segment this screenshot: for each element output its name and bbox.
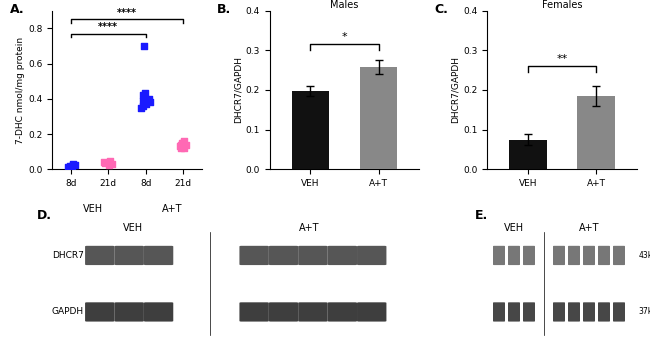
Text: VEH: VEH bbox=[504, 223, 524, 233]
FancyBboxPatch shape bbox=[583, 246, 595, 265]
FancyBboxPatch shape bbox=[523, 302, 535, 322]
Text: GAPDH: GAPDH bbox=[52, 307, 84, 316]
FancyBboxPatch shape bbox=[269, 302, 298, 322]
FancyBboxPatch shape bbox=[298, 302, 328, 322]
FancyBboxPatch shape bbox=[553, 246, 565, 265]
Point bbox=[178, 140, 188, 146]
Point bbox=[136, 105, 147, 110]
Point bbox=[66, 163, 77, 169]
Text: D.: D. bbox=[37, 209, 52, 222]
FancyBboxPatch shape bbox=[328, 246, 357, 265]
Title: Males: Males bbox=[330, 0, 359, 10]
Text: DHCR7: DHCR7 bbox=[52, 251, 84, 260]
Text: E.: E. bbox=[475, 209, 488, 222]
Text: B.: B. bbox=[217, 3, 231, 16]
FancyBboxPatch shape bbox=[85, 302, 114, 322]
Text: **: ** bbox=[556, 54, 567, 64]
FancyBboxPatch shape bbox=[239, 302, 269, 322]
FancyBboxPatch shape bbox=[357, 302, 386, 322]
Point bbox=[176, 145, 186, 151]
Point bbox=[104, 162, 114, 168]
Text: A.: A. bbox=[10, 3, 25, 16]
Bar bbox=[292, 91, 329, 169]
Point bbox=[177, 140, 187, 146]
FancyBboxPatch shape bbox=[553, 302, 565, 322]
Text: A+T: A+T bbox=[162, 204, 182, 214]
FancyBboxPatch shape bbox=[114, 246, 144, 265]
Point bbox=[175, 143, 185, 149]
Point bbox=[70, 162, 80, 168]
Text: 37kDa: 37kDa bbox=[638, 307, 650, 316]
Point bbox=[138, 43, 149, 49]
Point bbox=[145, 99, 155, 105]
Point bbox=[62, 164, 73, 169]
Point bbox=[99, 159, 109, 165]
Text: VEH: VEH bbox=[123, 223, 143, 233]
Point bbox=[100, 160, 110, 166]
Point bbox=[138, 92, 148, 98]
FancyBboxPatch shape bbox=[508, 302, 520, 322]
FancyBboxPatch shape bbox=[568, 246, 580, 265]
Point bbox=[64, 163, 75, 169]
Y-axis label: 7-DHC nmol/mg protein: 7-DHC nmol/mg protein bbox=[16, 37, 25, 143]
Text: ****: **** bbox=[117, 8, 137, 18]
Y-axis label: DHCR7/GAPDH: DHCR7/GAPDH bbox=[233, 56, 242, 124]
FancyBboxPatch shape bbox=[239, 246, 269, 265]
FancyBboxPatch shape bbox=[598, 302, 610, 322]
Point bbox=[139, 94, 150, 100]
Point bbox=[141, 101, 151, 107]
FancyBboxPatch shape bbox=[613, 246, 625, 265]
Text: 43kDa: 43kDa bbox=[638, 251, 650, 260]
FancyBboxPatch shape bbox=[493, 302, 505, 322]
FancyBboxPatch shape bbox=[298, 246, 328, 265]
Bar bbox=[509, 140, 547, 169]
FancyBboxPatch shape bbox=[85, 246, 114, 265]
Text: ****: **** bbox=[98, 22, 118, 32]
FancyBboxPatch shape bbox=[508, 246, 520, 265]
Bar bbox=[360, 67, 397, 169]
FancyBboxPatch shape bbox=[357, 246, 386, 265]
Title: Females: Females bbox=[541, 0, 582, 10]
Point bbox=[107, 161, 117, 167]
Point bbox=[144, 96, 154, 102]
FancyBboxPatch shape bbox=[568, 302, 580, 322]
FancyBboxPatch shape bbox=[269, 246, 298, 265]
Point bbox=[105, 158, 115, 164]
Text: C.: C. bbox=[434, 3, 448, 16]
Point bbox=[181, 142, 191, 147]
FancyBboxPatch shape bbox=[583, 302, 595, 322]
Y-axis label: DHCR7/GAPDH: DHCR7/GAPDH bbox=[451, 56, 460, 124]
FancyBboxPatch shape bbox=[144, 302, 174, 322]
Text: A+T: A+T bbox=[299, 223, 320, 233]
Point bbox=[177, 143, 188, 149]
Point bbox=[138, 103, 148, 109]
Point bbox=[176, 142, 187, 147]
FancyBboxPatch shape bbox=[523, 246, 535, 265]
FancyBboxPatch shape bbox=[598, 246, 610, 265]
Point bbox=[140, 91, 150, 96]
Text: VEH: VEH bbox=[83, 204, 103, 214]
FancyBboxPatch shape bbox=[114, 302, 144, 322]
Point bbox=[138, 98, 148, 103]
Text: *: * bbox=[342, 32, 347, 42]
Bar bbox=[577, 96, 615, 169]
Point bbox=[179, 145, 189, 151]
Point bbox=[179, 138, 189, 144]
FancyBboxPatch shape bbox=[613, 302, 625, 322]
FancyBboxPatch shape bbox=[328, 302, 357, 322]
FancyBboxPatch shape bbox=[144, 246, 174, 265]
FancyBboxPatch shape bbox=[493, 246, 505, 265]
Point bbox=[68, 161, 78, 167]
Text: A+T: A+T bbox=[578, 223, 599, 233]
